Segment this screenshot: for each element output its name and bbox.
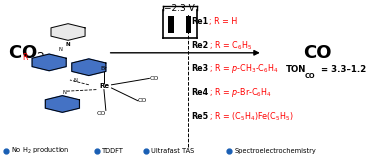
Text: N: N bbox=[66, 42, 70, 47]
Text: Re1: Re1 bbox=[191, 17, 208, 26]
Text: Br: Br bbox=[101, 66, 107, 71]
Text: ; R = C$_6$H$_5$: ; R = C$_6$H$_5$ bbox=[209, 39, 252, 52]
Text: N: N bbox=[59, 47, 62, 52]
Text: No H$_2$ production: No H$_2$ production bbox=[11, 146, 70, 156]
Polygon shape bbox=[51, 24, 85, 40]
Text: CO: CO bbox=[305, 73, 316, 79]
Text: R: R bbox=[22, 53, 27, 62]
Polygon shape bbox=[72, 59, 106, 76]
Text: CO: CO bbox=[303, 44, 332, 62]
Polygon shape bbox=[32, 54, 66, 71]
Bar bbox=[168, 16, 174, 33]
Text: TON: TON bbox=[285, 65, 306, 74]
Text: Re4: Re4 bbox=[191, 88, 208, 97]
Text: Re: Re bbox=[99, 83, 109, 89]
Text: Re3: Re3 bbox=[191, 64, 208, 73]
Text: ; R = $p$-CH$_3$-C$_6$H$_4$: ; R = $p$-CH$_3$-C$_6$H$_4$ bbox=[209, 62, 279, 76]
Text: N: N bbox=[62, 89, 66, 95]
Text: CO$_2$: CO$_2$ bbox=[8, 43, 45, 63]
Text: ; R = $p$-Br-C$_6$H$_4$: ; R = $p$-Br-C$_6$H$_4$ bbox=[209, 86, 272, 99]
Text: −2.3 V: −2.3 V bbox=[164, 4, 195, 13]
Text: CO: CO bbox=[149, 76, 159, 81]
Text: ; R = (C$_5$H$_4$)Fe(C$_5$H$_5$): ; R = (C$_5$H$_4$)Fe(C$_5$H$_5$) bbox=[209, 110, 294, 123]
Polygon shape bbox=[45, 96, 79, 112]
Text: = 3.3–1.2: = 3.3–1.2 bbox=[318, 65, 366, 74]
Text: ; R = H: ; R = H bbox=[209, 17, 237, 26]
Text: CO: CO bbox=[96, 111, 106, 116]
Text: Re5: Re5 bbox=[191, 112, 208, 121]
Text: N: N bbox=[74, 77, 77, 83]
Bar bbox=[186, 16, 191, 33]
Text: CO: CO bbox=[138, 98, 147, 103]
Text: Ultrafast TAS: Ultrafast TAS bbox=[151, 148, 194, 154]
Text: Spectroelectrochemistry: Spectroelectrochemistry bbox=[234, 148, 316, 154]
Text: Re2: Re2 bbox=[191, 41, 208, 50]
Text: TDDFT: TDDFT bbox=[102, 148, 124, 154]
